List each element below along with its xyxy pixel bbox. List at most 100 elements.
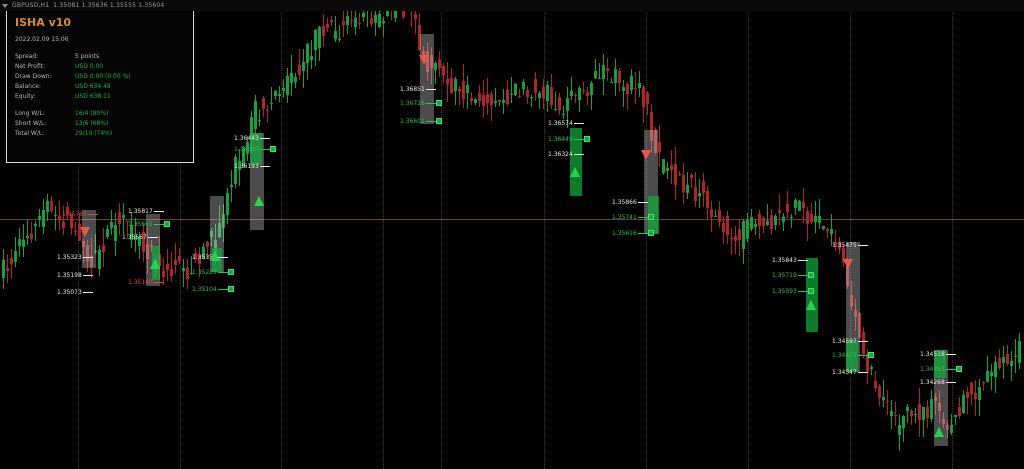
candle bbox=[1018, 332, 1021, 369]
candle bbox=[894, 402, 897, 426]
candle bbox=[70, 213, 73, 235]
candle-wick bbox=[907, 404, 908, 423]
candle bbox=[466, 75, 469, 110]
candle-body bbox=[866, 353, 869, 372]
candle-wick bbox=[575, 93, 576, 104]
candle-wick bbox=[811, 202, 812, 225]
price-label: 1.34268 bbox=[920, 379, 945, 386]
gridline-vertical bbox=[281, 0, 282, 469]
candle-body bbox=[946, 425, 949, 430]
candle-wick bbox=[27, 218, 28, 245]
candle-wick bbox=[35, 220, 36, 241]
candle-body bbox=[238, 161, 241, 171]
candle-body bbox=[330, 20, 333, 22]
candle bbox=[522, 79, 525, 96]
candle-body bbox=[826, 229, 829, 231]
candle-body bbox=[982, 382, 985, 383]
candle-body bbox=[594, 70, 597, 79]
candle bbox=[138, 231, 141, 259]
candle bbox=[1002, 345, 1005, 379]
candle bbox=[362, 0, 365, 23]
candle bbox=[986, 356, 989, 383]
candle bbox=[642, 85, 645, 124]
candle-body bbox=[18, 238, 21, 246]
price-label: 1.35817 bbox=[128, 208, 153, 215]
candle bbox=[14, 237, 17, 267]
candle-body bbox=[86, 245, 89, 261]
candle bbox=[462, 64, 465, 109]
candle-wick bbox=[171, 251, 172, 282]
candle-body bbox=[110, 221, 113, 228]
candle-body bbox=[334, 30, 337, 39]
candle-wick bbox=[491, 90, 492, 122]
candle bbox=[530, 94, 533, 108]
candle-body bbox=[14, 251, 17, 263]
candle-body bbox=[926, 407, 929, 418]
candle bbox=[974, 379, 977, 416]
candle bbox=[950, 414, 953, 435]
candle bbox=[598, 63, 601, 80]
price-label-tick bbox=[88, 214, 98, 215]
candle-body bbox=[1006, 354, 1009, 364]
candle-wick bbox=[175, 243, 176, 274]
candle-body bbox=[118, 211, 121, 224]
candle bbox=[110, 209, 113, 235]
candle-body bbox=[362, 13, 365, 18]
candle-body bbox=[202, 247, 205, 259]
candle-body bbox=[630, 75, 633, 90]
candle-body bbox=[270, 103, 273, 105]
candle bbox=[370, 9, 373, 28]
candle bbox=[374, 0, 377, 37]
price-label-tick bbox=[946, 369, 956, 370]
candle-body bbox=[558, 96, 561, 111]
panel-row: Balance: USD 634.48 bbox=[15, 82, 185, 91]
tp-marker-chip bbox=[808, 272, 814, 278]
candle bbox=[1006, 344, 1009, 367]
panel-stat-row: Short W/L: 13/6 (68%) bbox=[15, 119, 185, 128]
candle bbox=[694, 172, 697, 208]
buy-arrow-icon bbox=[806, 300, 816, 310]
candle-body bbox=[134, 234, 137, 241]
buy-arrow-icon bbox=[934, 427, 944, 437]
triangle-down-icon[interactable] bbox=[2, 3, 8, 8]
candle-body bbox=[706, 191, 709, 208]
candle bbox=[746, 213, 749, 242]
candle bbox=[186, 259, 189, 289]
candle bbox=[518, 88, 521, 98]
candle-body bbox=[470, 97, 473, 101]
candle bbox=[458, 86, 461, 106]
price-label: 1.36449 bbox=[548, 136, 573, 143]
price-label-tick bbox=[638, 202, 648, 203]
candle-body bbox=[506, 90, 509, 104]
candle-wick bbox=[211, 227, 212, 247]
candle-body bbox=[62, 222, 65, 229]
candle bbox=[306, 42, 309, 80]
candle bbox=[98, 244, 101, 277]
candle-body bbox=[370, 17, 373, 25]
candle bbox=[294, 73, 297, 88]
price-label: 1.35475 bbox=[832, 242, 857, 249]
candle bbox=[422, 46, 425, 62]
candle-wick bbox=[299, 49, 300, 80]
price-label: 1.35323 bbox=[57, 254, 82, 261]
candle-body bbox=[486, 94, 489, 104]
candle-wick bbox=[219, 205, 220, 239]
candle bbox=[346, 0, 349, 34]
candle-body bbox=[474, 99, 477, 103]
candle bbox=[22, 224, 25, 257]
candle bbox=[862, 326, 865, 358]
price-label-tick bbox=[260, 138, 270, 139]
candle-body bbox=[374, 14, 377, 23]
candle-wick bbox=[827, 226, 828, 239]
candle-body bbox=[898, 425, 901, 436]
candle-body bbox=[342, 21, 345, 26]
candle-body bbox=[6, 267, 9, 271]
candle-body bbox=[910, 411, 913, 416]
candle-body bbox=[526, 90, 529, 97]
candle bbox=[638, 70, 641, 98]
candle-body bbox=[842, 247, 845, 263]
candle-body bbox=[66, 206, 69, 216]
candle bbox=[838, 237, 841, 255]
candle bbox=[258, 109, 261, 126]
candle-body bbox=[458, 89, 461, 92]
